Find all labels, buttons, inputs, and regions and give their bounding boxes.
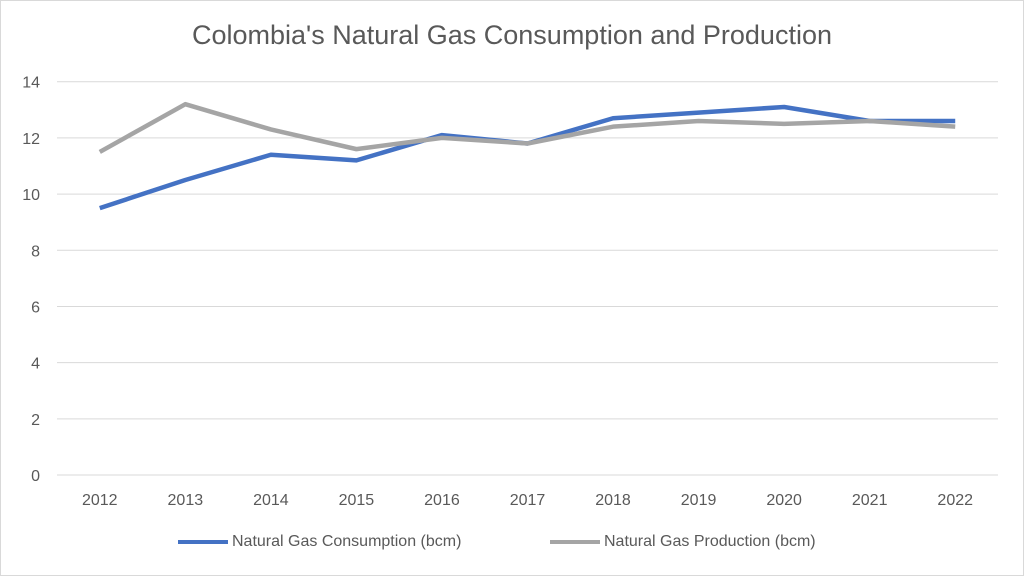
x-tick-label: 2018 — [595, 492, 631, 509]
legend-item-production: Natural Gas Production (bcm) — [550, 533, 816, 551]
legend-swatch-consumption — [178, 540, 228, 544]
x-tick-label: 2016 — [424, 492, 460, 509]
y-tick-label: 14 — [22, 75, 40, 92]
y-tick-label: 4 — [31, 356, 40, 373]
legend-swatch-production — [550, 540, 600, 544]
x-tick-label: 2020 — [766, 492, 802, 509]
y-tick-label: 0 — [31, 468, 40, 485]
legend-label-consumption: Natural Gas Consumption (bcm) — [232, 533, 462, 550]
x-tick-label: 2015 — [339, 492, 375, 509]
y-tick-label: 6 — [31, 299, 40, 316]
y-tick-label: 12 — [22, 131, 40, 148]
y-tick-label: 8 — [31, 243, 40, 260]
x-tick-label: 2012 — [82, 492, 118, 509]
x-tick-label: 2022 — [937, 492, 973, 509]
legend-label-production: Natural Gas Production (bcm) — [604, 533, 816, 550]
series-line-production — [98, 101, 956, 154]
legend-item-consumption: Natural Gas Consumption (bcm) — [178, 533, 461, 551]
x-tick-label: 2021 — [852, 492, 888, 509]
x-tick-label: 2013 — [168, 492, 204, 509]
y-tick-label: 10 — [22, 187, 40, 204]
x-tick-label: 2014 — [253, 492, 289, 509]
y-tick-label: 2 — [31, 412, 40, 429]
x-tick-label: 2017 — [510, 492, 546, 509]
chart-title: Colombia's Natural Gas Consumption and P… — [192, 20, 832, 50]
x-tick-label: 2019 — [681, 492, 717, 509]
